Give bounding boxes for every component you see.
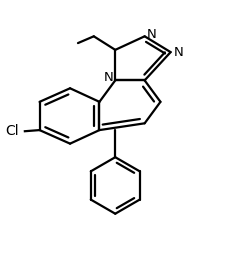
Text: N: N xyxy=(173,46,183,59)
Text: N: N xyxy=(146,28,156,41)
Text: N: N xyxy=(103,71,113,84)
Text: Cl: Cl xyxy=(6,124,19,138)
